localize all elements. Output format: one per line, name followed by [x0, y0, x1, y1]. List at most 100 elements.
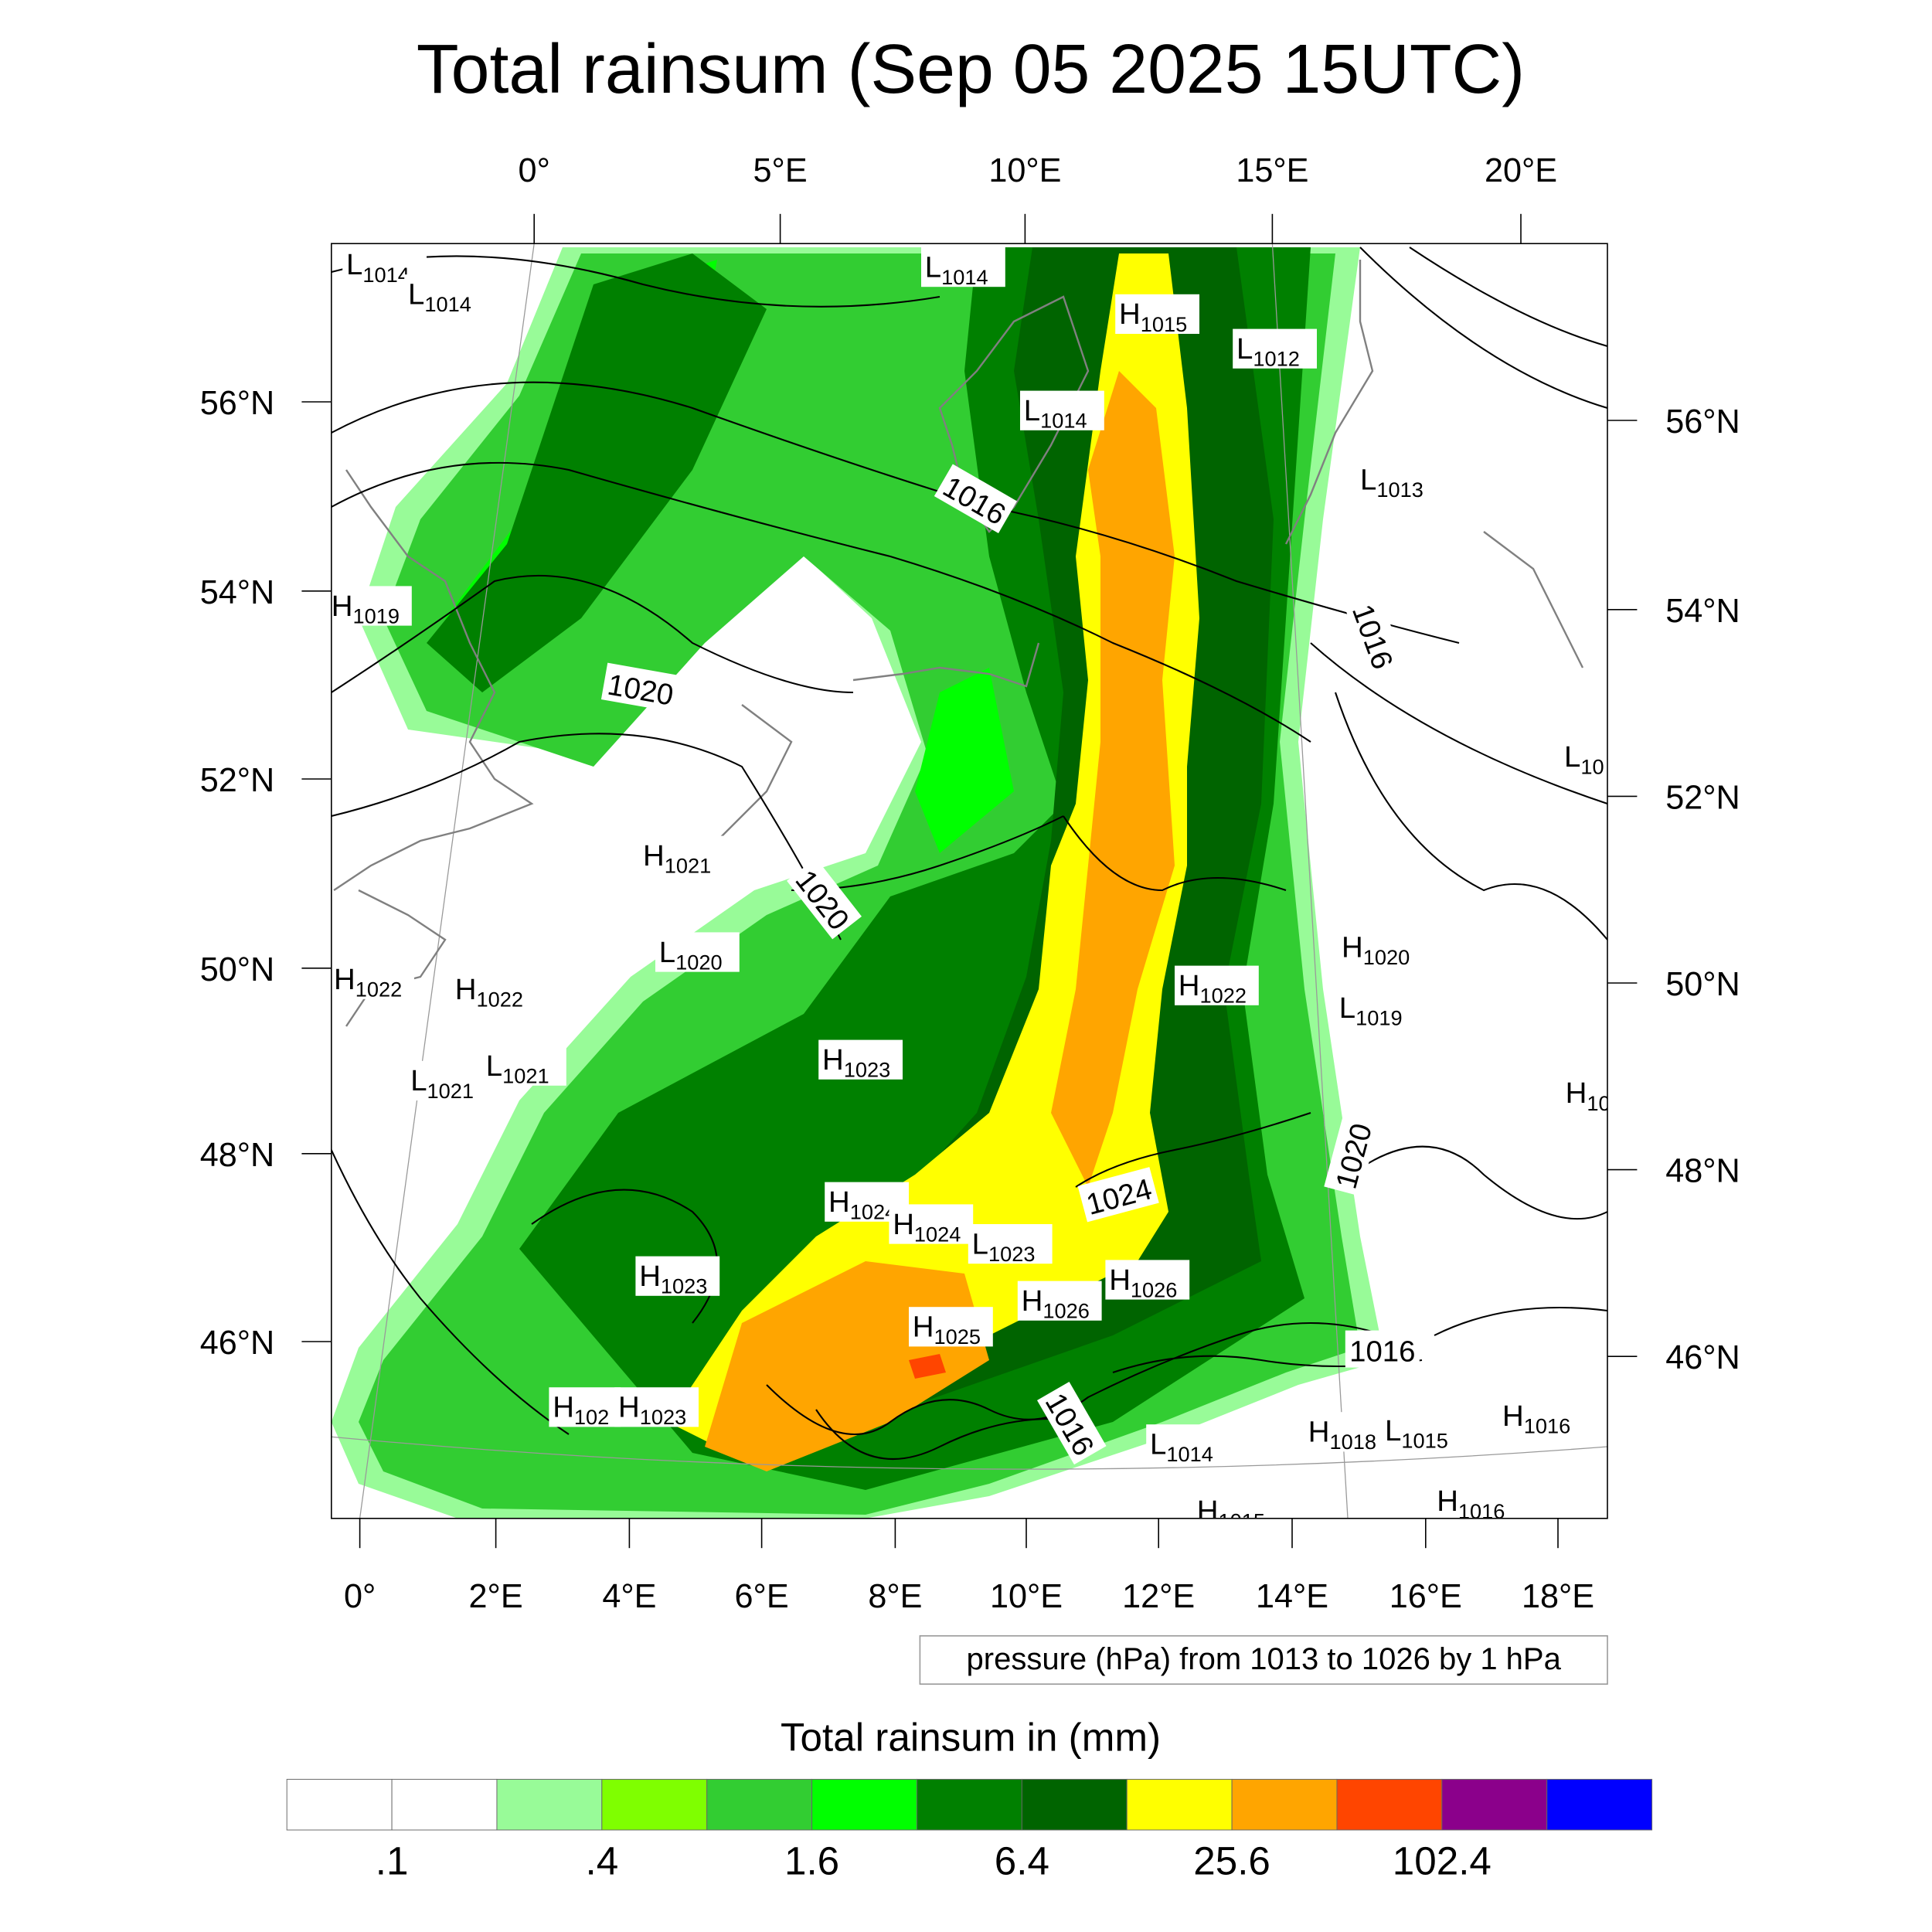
colorbar-swatch — [496, 1778, 603, 1831]
rain-orange — [1051, 371, 1175, 1187]
left-lat-label: 48°N — [200, 1137, 275, 1174]
pressure-value: 1025 — [934, 1325, 981, 1349]
pressure-center-high: H1026 — [1017, 1281, 1102, 1323]
pressure-value: 1015 — [1401, 1429, 1447, 1453]
colorbar-label: .4 — [585, 1839, 618, 1883]
pressure-value: 1019 — [1355, 1005, 1402, 1029]
right-lat-label: 52°N — [1665, 779, 1740, 816]
svg-text:H1021: H1021 — [643, 839, 711, 878]
pressure-value: 1012 — [1253, 347, 1299, 371]
pressure-type: H — [334, 963, 355, 996]
svg-text:H1022: H1022 — [455, 973, 523, 1012]
pressure-type: L — [659, 936, 675, 969]
map-frame — [331, 243, 1608, 1519]
colorbar-title: Total rainsum in (mm) — [781, 1716, 1161, 1760]
pressure-value: 1014 — [362, 263, 409, 287]
pressure-type: H — [913, 1311, 934, 1344]
bottom-lon-label: 18°E — [1522, 1578, 1594, 1615]
top-lon-label: 10°E — [988, 152, 1061, 189]
svg-text:H1018: H1018 — [1308, 1416, 1376, 1454]
pressure-center-high: H1015 — [1115, 294, 1199, 336]
pressure-center-high: H1023 — [614, 1387, 699, 1429]
pressure-center-high: H1024 — [889, 1204, 974, 1247]
colorbar-swatch — [1021, 1778, 1128, 1831]
pressure-value: 1023 — [661, 1274, 707, 1298]
pressure-type: H — [643, 839, 665, 872]
pressure-type: H — [1342, 930, 1363, 964]
graticule — [331, 243, 1607, 1519]
pressure-value: 10 — [1587, 1091, 1610, 1115]
pressure-value: 1014 — [1166, 1442, 1213, 1466]
svg-text:H1026: H1026 — [1109, 1264, 1177, 1302]
left-lat-label: 54°N — [200, 574, 275, 611]
pressure-value: 1018 — [1330, 1430, 1376, 1454]
rain-bright-green — [915, 668, 1014, 853]
top-lon-label: 5°E — [753, 152, 808, 189]
pressure-type: H — [618, 1391, 640, 1424]
pressure-value: 1021 — [427, 1079, 474, 1103]
bottom-lon-label: 8°E — [868, 1578, 922, 1615]
svg-text:L1014: L1014 — [408, 278, 471, 317]
pressure-type: L — [1339, 992, 1355, 1025]
pressure-type: H — [1502, 1400, 1524, 1433]
pressure-value: 1023 — [988, 1242, 1035, 1266]
left-lat-label: 50°N — [200, 951, 275, 988]
colorbar-label: 102.4 — [1393, 1839, 1492, 1883]
pressure-center-low: L1019 — [1335, 988, 1420, 1029]
svg-text:H1025: H1025 — [913, 1311, 981, 1349]
pressure-center-labels: L1014L1014L1014H1015L1012L1014L1013H1019… — [331, 244, 1611, 1523]
svg-text:H1019: H1019 — [332, 590, 400, 628]
pressure-center-high: H1021 — [639, 835, 723, 878]
pressure-value: 1021 — [665, 854, 711, 878]
svg-text:L1013: L1013 — [1360, 464, 1423, 502]
pressure-type: H — [893, 1208, 914, 1241]
rain-yellow — [668, 253, 1199, 1447]
pressure-value: 1015 — [1141, 312, 1187, 336]
svg-text:H10: H10 — [1566, 1077, 1611, 1115]
left-lat-label: 52°N — [200, 762, 275, 799]
bottom-lon-label: 16°E — [1389, 1578, 1462, 1615]
colorbar-swatch — [391, 1778, 498, 1831]
pressure-value: 1023 — [844, 1058, 890, 1082]
pressure-value: 1020 — [1363, 945, 1410, 969]
colorbar-label: 25.6 — [1193, 1839, 1270, 1883]
pressure-type: L — [972, 1227, 988, 1260]
isobar-label: 1020 — [600, 662, 681, 713]
colorbar-label: 1.6 — [784, 1839, 839, 1883]
pressure-value: 10 — [1580, 755, 1604, 779]
colorbar — [286, 1778, 1653, 1831]
colorbar-swatch — [286, 1778, 393, 1831]
svg-text:H1023: H1023 — [618, 1391, 686, 1430]
svg-text:L1014: L1014 — [346, 248, 410, 287]
svg-text:H1020: H1020 — [1342, 930, 1410, 969]
pressure-center-high: H1025 — [909, 1307, 993, 1349]
pressure-value: 1024 — [850, 1200, 896, 1224]
colorbar-label: 6.4 — [995, 1839, 1049, 1883]
svg-text:H1022: H1022 — [1179, 969, 1247, 1008]
pressure-center-low: L1020 — [655, 932, 740, 974]
pressure-type: H — [1179, 969, 1200, 1002]
pressure-center-low: L1021 — [482, 1046, 566, 1088]
pressure-center-high: H1022 — [331, 959, 414, 1002]
svg-text:L1021: L1021 — [410, 1064, 474, 1103]
pressure-value: 1016 — [1458, 1499, 1505, 1523]
pressure-type: H — [1566, 1077, 1587, 1110]
svg-text:H1024: H1024 — [893, 1208, 961, 1247]
top-lon-label: 0° — [519, 152, 550, 189]
isobar-label: 1016 — [1345, 1330, 1420, 1369]
colorbar-labels: .1 .4 1.6 6.4 25.6 102.4 — [376, 1839, 1492, 1883]
colorbar-swatch — [1126, 1778, 1233, 1831]
top-lon-label: 15°E — [1236, 152, 1308, 189]
colorbar-swatch — [601, 1778, 708, 1831]
pressure-type: L — [1385, 1414, 1401, 1447]
bottom-lon-label: 10°E — [990, 1578, 1063, 1615]
pressure-type: L — [1564, 740, 1580, 774]
svg-text:H1023: H1023 — [639, 1260, 707, 1298]
pressure-info-text: pressure (hPa) from 1013 to 1026 by 1 hP… — [967, 1642, 1562, 1676]
pressure-center-high: H1016 — [1433, 1481, 1518, 1523]
right-lat-label: 54°N — [1665, 593, 1740, 630]
svg-text:H1015: H1015 — [1119, 298, 1187, 336]
pressure-center-high: H1020 — [1338, 927, 1422, 969]
right-lat-label: 46°N — [1665, 1339, 1740, 1376]
figure-title: Total rainsum (Sep 05 2025 15UTC) — [417, 30, 1525, 107]
